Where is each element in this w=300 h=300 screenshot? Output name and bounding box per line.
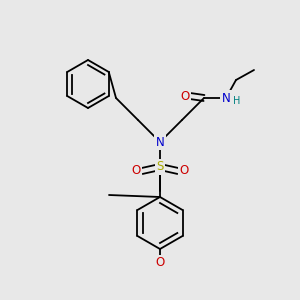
Text: O: O (155, 256, 165, 269)
Text: N: N (222, 92, 230, 104)
Text: O: O (180, 89, 190, 103)
Text: H: H (233, 96, 241, 106)
Text: S: S (156, 160, 164, 173)
Text: O: O (179, 164, 189, 178)
Text: O: O (131, 164, 141, 178)
Text: N: N (156, 136, 164, 148)
